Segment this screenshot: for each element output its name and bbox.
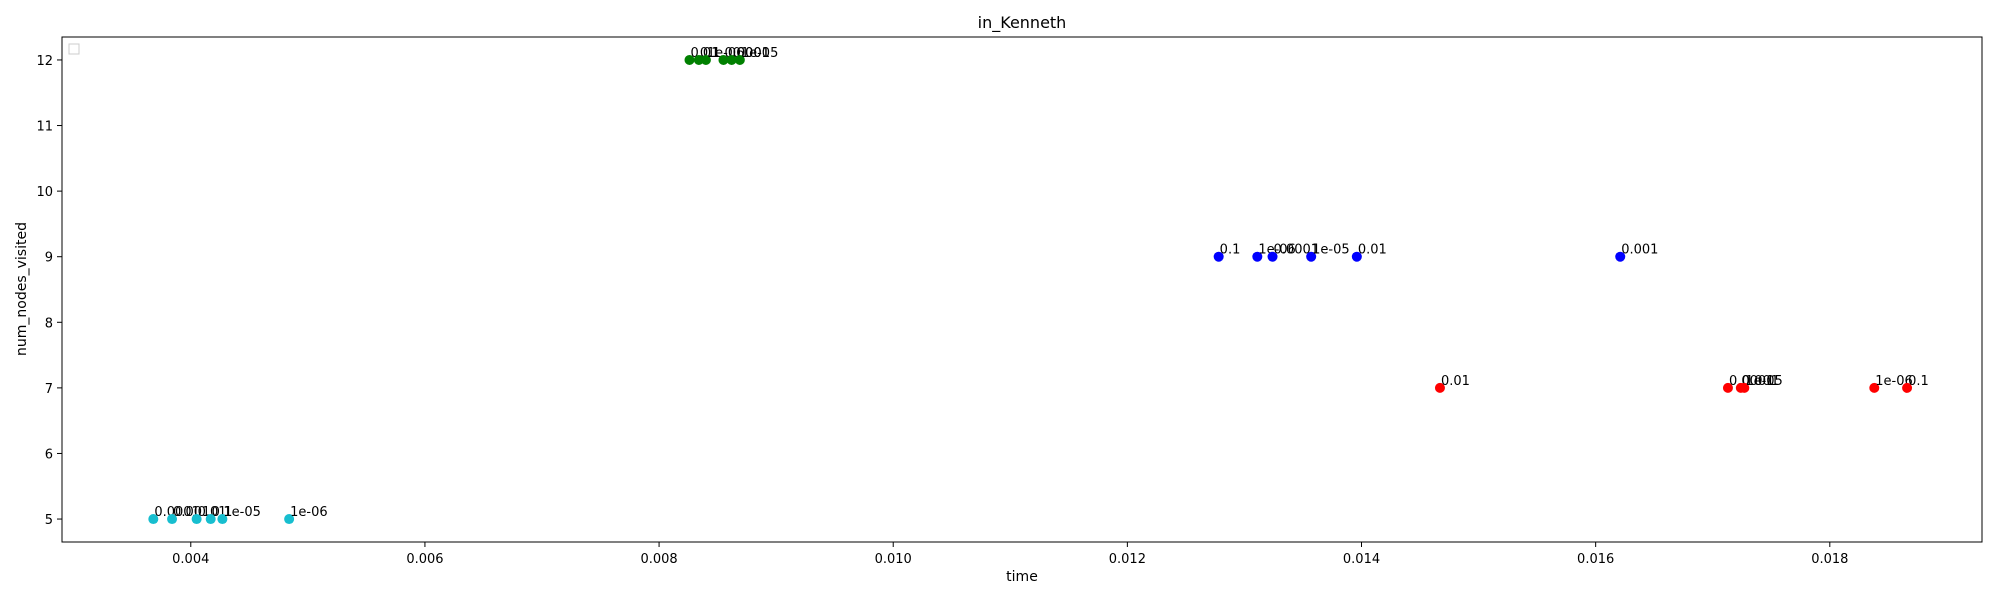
x-tick-label: 0.006 bbox=[406, 552, 443, 567]
data-point bbox=[1213, 251, 1224, 262]
y-tick-label: 9 bbox=[45, 251, 53, 266]
y-tick-label: 7 bbox=[45, 382, 53, 397]
data-point-label: 0.1 bbox=[1220, 243, 1241, 258]
data-point bbox=[205, 514, 216, 525]
chart-title: in_Kenneth bbox=[978, 13, 1067, 33]
data-point bbox=[1267, 251, 1278, 262]
y-tick-label: 8 bbox=[45, 316, 53, 331]
data-point-label: 0.01 bbox=[1358, 243, 1387, 258]
data-point bbox=[1434, 382, 1445, 393]
data-point-label: 1e-05 bbox=[1745, 374, 1783, 389]
data-point-label: 0.001 bbox=[1621, 243, 1658, 258]
plot-area bbox=[61, 36, 1983, 543]
y-tick-label: 12 bbox=[36, 54, 53, 69]
data-point-label: 1e-06 bbox=[1258, 243, 1296, 258]
data-point bbox=[700, 54, 711, 65]
data-point-label: 1e-06 bbox=[290, 505, 328, 520]
x-tick-label: 0.004 bbox=[172, 552, 209, 567]
data-point-label: 0.1 bbox=[212, 505, 233, 520]
data-point bbox=[191, 514, 202, 525]
y-axis: 5 6 7 8 9 10 11 12 bbox=[36, 54, 62, 528]
data-point-label: 1e-05 bbox=[223, 505, 261, 520]
x-tick-label: 0.008 bbox=[640, 552, 677, 567]
data-point bbox=[726, 54, 737, 65]
y-tick-label: 10 bbox=[36, 185, 53, 200]
y-tick-label: 11 bbox=[36, 120, 53, 135]
data-point bbox=[217, 514, 228, 525]
y-tick-label: 5 bbox=[45, 513, 53, 528]
data-point-label: 1e-05 bbox=[1312, 243, 1350, 258]
data-point bbox=[684, 54, 695, 65]
data-point bbox=[1351, 251, 1362, 262]
data-point bbox=[284, 514, 295, 525]
data-point bbox=[1722, 382, 1733, 393]
data-point bbox=[734, 54, 745, 65]
data-point bbox=[1615, 251, 1626, 262]
data-point bbox=[693, 54, 704, 65]
data-point bbox=[718, 54, 729, 65]
y-tick-label: 6 bbox=[45, 447, 53, 462]
data-point bbox=[1902, 382, 1913, 393]
x-tick-label: 0.016 bbox=[1577, 552, 1614, 567]
data-point bbox=[1869, 382, 1880, 393]
data-point bbox=[167, 514, 178, 525]
data-point-label: 0.001 bbox=[173, 505, 210, 520]
data-point bbox=[148, 514, 159, 525]
x-axis: 0.004 0.006 0.008 0.010 0.012 0.014 0.016 0.018 bbox=[172, 542, 1848, 567]
data-point-label: 0.1 bbox=[1908, 374, 1929, 389]
data-point bbox=[1252, 251, 1263, 262]
data-point-label: 1e-05 bbox=[741, 46, 779, 61]
x-axis-label: time bbox=[1006, 569, 1038, 585]
x-tick-label: 0.018 bbox=[1811, 552, 1848, 567]
data-point-label: 0.01 bbox=[1441, 374, 1470, 389]
legend-box bbox=[68, 43, 80, 55]
x-tick-label: 0.010 bbox=[875, 552, 912, 567]
x-tick-label: 0.012 bbox=[1109, 552, 1146, 567]
data-point-label: 0.0001 bbox=[154, 505, 200, 520]
data-point bbox=[1306, 251, 1317, 262]
y-axis-label: num_nodes_visited bbox=[14, 222, 30, 356]
x-tick-label: 0.014 bbox=[1343, 552, 1380, 567]
data-point bbox=[1739, 382, 1750, 393]
data-point-label: 0.001 bbox=[1742, 374, 1779, 389]
